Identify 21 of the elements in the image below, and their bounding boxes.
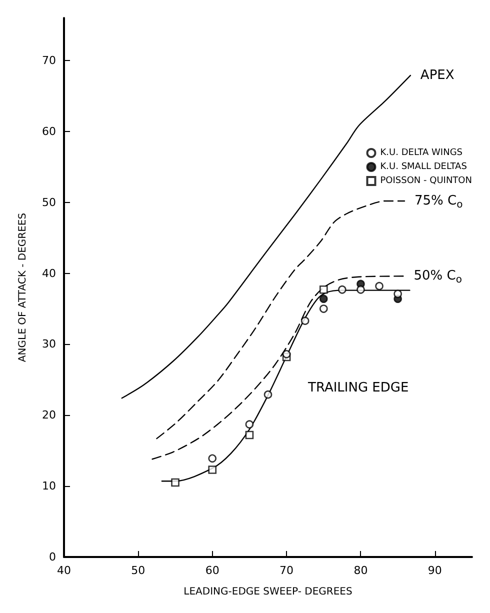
y-tick-label: 30 [42, 338, 56, 351]
y-tick-label: 20 [42, 408, 56, 422]
x-tick-label: 80 [354, 564, 368, 577]
series-label: APEX [420, 68, 454, 83]
x-axis-title: LEADING-EDGE SWEEP- DEGREES [184, 586, 352, 598]
y-tick-label: 0 [49, 550, 56, 564]
x-tick-label: 70 [280, 564, 294, 577]
annotation: TRAILING EDGE [307, 380, 409, 396]
x-tick-label: 60 [205, 564, 220, 577]
legend-label: K.U. DELTA WINGS [380, 148, 463, 158]
x-tick-label: 50 [131, 564, 146, 577]
y-axis-title: ANGLE OF ATTACK - DEGREES [18, 212, 28, 362]
y-tick-label: 70 [42, 54, 56, 68]
y-tick-label: 40 [42, 266, 56, 280]
x-tick-label: 90 [428, 564, 442, 577]
y-tick-label: 10 [42, 480, 56, 493]
x-tick-label: 40 [57, 564, 71, 577]
legend-label: K.U. SMALL DELTAS [380, 162, 468, 172]
y-tick-label: 60 [42, 124, 56, 138]
legend-label: POISSON - QUINTON [380, 176, 472, 186]
y-tick-label: 50 [42, 196, 56, 209]
